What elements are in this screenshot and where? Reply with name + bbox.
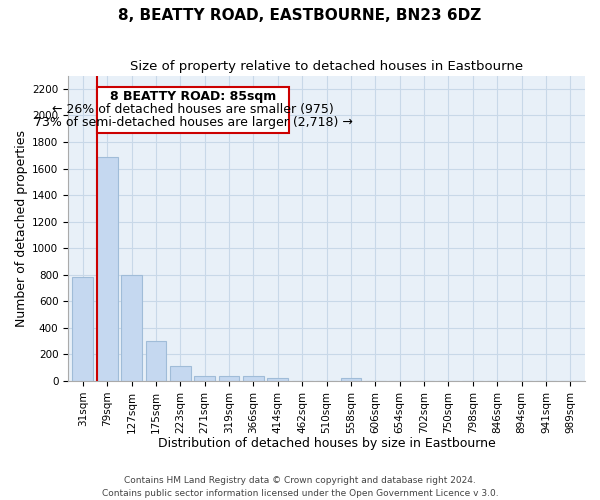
- FancyBboxPatch shape: [97, 87, 289, 132]
- Text: Contains HM Land Registry data © Crown copyright and database right 2024.
Contai: Contains HM Land Registry data © Crown c…: [101, 476, 499, 498]
- Bar: [170, 366, 191, 381]
- X-axis label: Distribution of detached houses by size in Eastbourne: Distribution of detached houses by size …: [158, 437, 496, 450]
- Bar: [341, 378, 361, 381]
- Title: Size of property relative to detached houses in Eastbourne: Size of property relative to detached ho…: [130, 60, 523, 73]
- Bar: [218, 376, 239, 381]
- Bar: [146, 341, 166, 381]
- Bar: [268, 378, 288, 381]
- Text: 8 BEATTY ROAD: 85sqm: 8 BEATTY ROAD: 85sqm: [110, 90, 276, 104]
- Bar: [121, 274, 142, 381]
- Bar: [97, 156, 118, 381]
- Text: 73% of semi-detached houses are larger (2,718) →: 73% of semi-detached houses are larger (…: [34, 116, 353, 129]
- Bar: [194, 376, 215, 381]
- Text: 8, BEATTY ROAD, EASTBOURNE, BN23 6DZ: 8, BEATTY ROAD, EASTBOURNE, BN23 6DZ: [118, 8, 482, 22]
- Text: ← 26% of detached houses are smaller (975): ← 26% of detached houses are smaller (97…: [52, 104, 334, 117]
- Bar: [73, 278, 93, 381]
- Bar: [243, 376, 264, 381]
- Y-axis label: Number of detached properties: Number of detached properties: [15, 130, 28, 327]
